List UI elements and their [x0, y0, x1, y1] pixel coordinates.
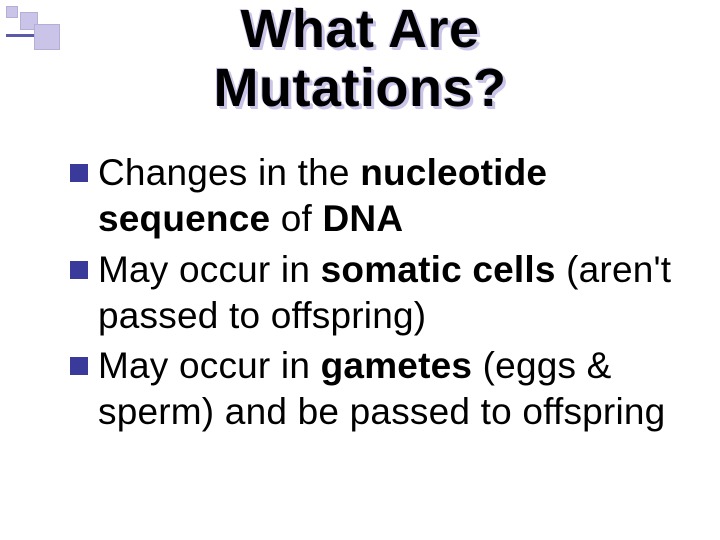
text-run: May occur in	[98, 249, 321, 290]
list-item: May occur in gametes (eggs & sperm) and …	[70, 343, 690, 436]
bullet-square-icon	[70, 164, 88, 182]
list-item: Changes in the nucleotide sequence of DN…	[70, 150, 690, 243]
text-bold: gametes	[321, 345, 473, 386]
text-run: May occur in	[98, 345, 321, 386]
text-bold: somatic cells	[321, 249, 556, 290]
text-bold: DNA	[323, 198, 404, 239]
bullet-list: Changes in the nucleotide sequence of DN…	[70, 150, 690, 440]
title-line-2: Mutations?	[214, 58, 507, 118]
text-run: of	[270, 198, 322, 239]
bullet-text: Changes in the nucleotide sequence of DN…	[98, 150, 690, 243]
list-item: May occur in somatic cells (aren't passe…	[70, 247, 690, 340]
bullet-text: May occur in somatic cells (aren't passe…	[98, 247, 690, 340]
title-line-1: What Are	[240, 0, 479, 59]
bullet-square-icon	[70, 357, 88, 375]
slide-title: What Are Mutations?	[0, 0, 720, 119]
text-run: Changes in the	[98, 152, 360, 193]
bullet-text: May occur in gametes (eggs & sperm) and …	[98, 343, 690, 436]
bullet-square-icon	[70, 261, 88, 279]
